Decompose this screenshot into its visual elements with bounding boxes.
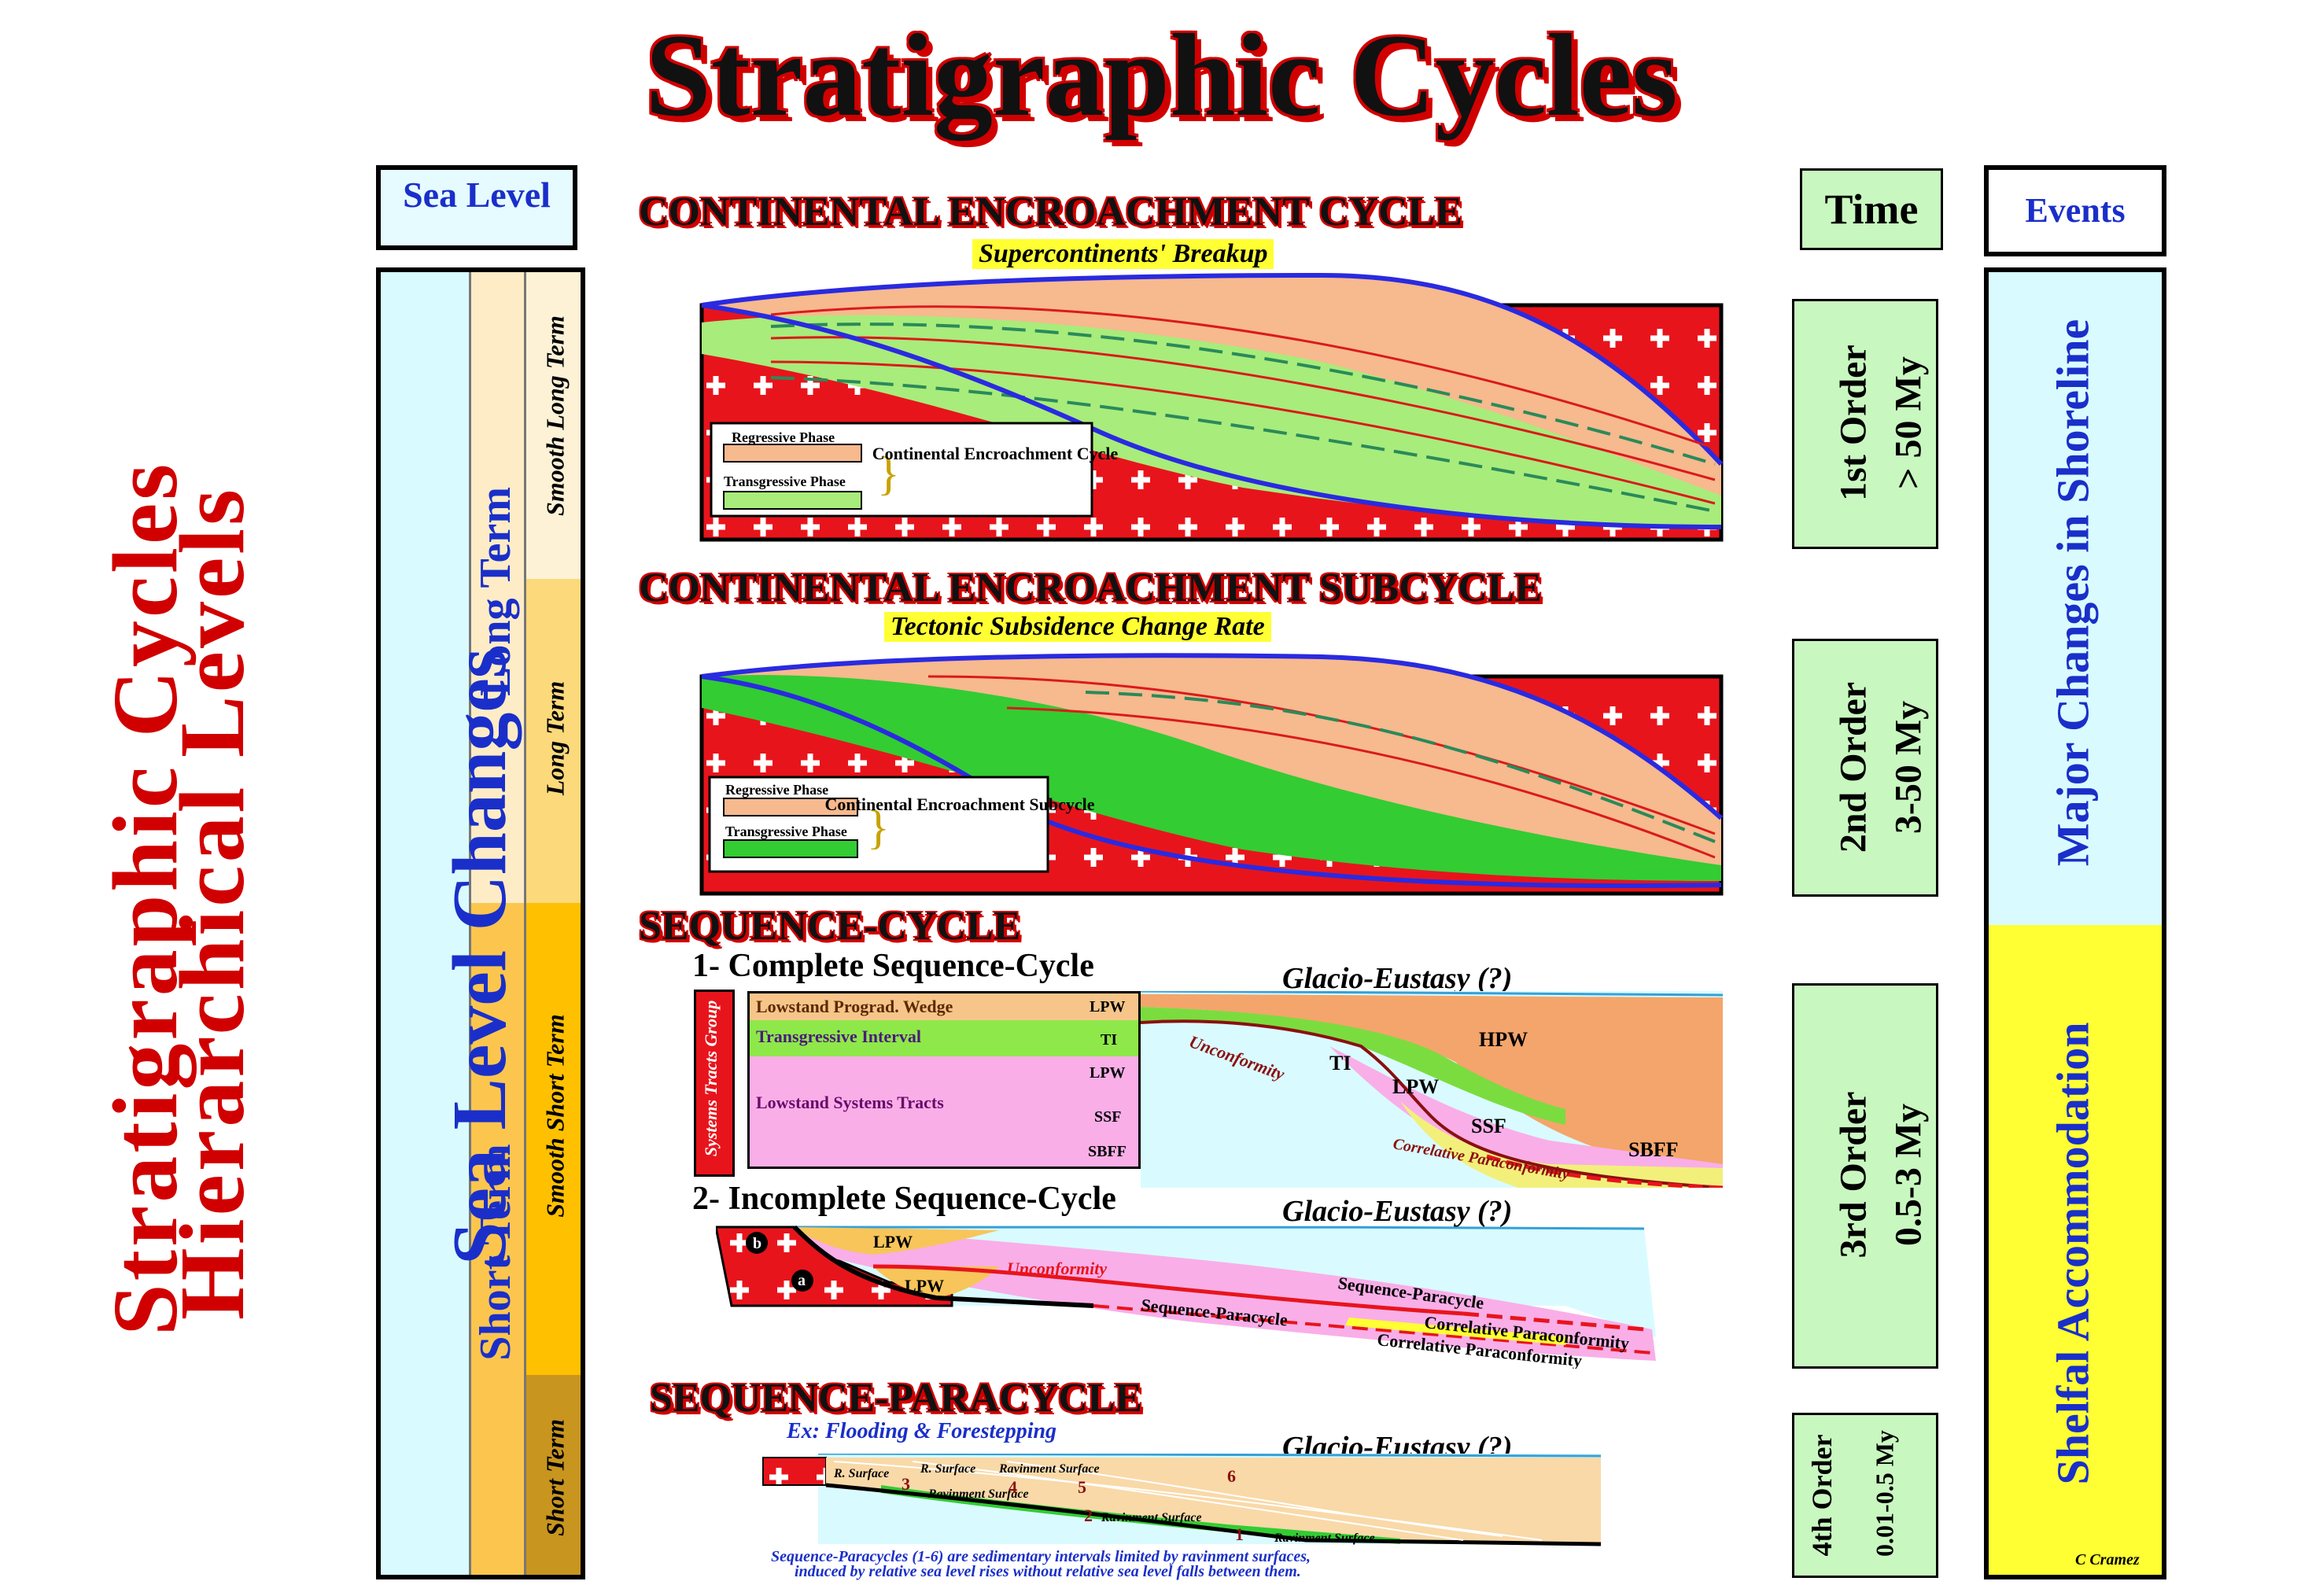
pc-r-surface2: R. Surface	[920, 1462, 975, 1476]
d2-lpw2: LPW	[905, 1276, 944, 1296]
d1-ti: TI	[1329, 1052, 1351, 1074]
row-lpw-label: Lowstand Prograd. Wedge	[756, 997, 953, 1016]
section4-footnote1: Sequence-Paracycles (1-6) are sedimentar…	[771, 1548, 1311, 1565]
pc-ravinment2: Ravinment Surface	[927, 1487, 1029, 1501]
d2-b: b	[753, 1235, 761, 1252]
svg-text:}: }	[867, 802, 890, 853]
section3-sub1: 1- Complete Sequence-Cycle	[692, 948, 1094, 984]
sea-level-header: Sea Level	[376, 165, 577, 250]
d2-a: a	[798, 1272, 806, 1289]
pc-n5: 5	[1078, 1477, 1086, 1497]
long-term-small-label: Long Term	[540, 680, 570, 796]
sequence-paracycle-diagram: R. Surface R. Surface Ravinment Surface …	[762, 1454, 1602, 1546]
pc-n2: 2	[1084, 1506, 1093, 1525]
pc-n1: 1	[1235, 1524, 1244, 1544]
s2-legend-regressive: Regressive Phase	[725, 782, 828, 798]
short-term-small-label: Short Term	[540, 1418, 570, 1537]
events-header-text: Events	[2025, 191, 2126, 230]
section2-title: CONTINENTAL ENCROACHMENT SUBCYCLE	[639, 566, 1543, 610]
section3-glacio1: Glacio-Eustasy (?)	[1282, 962, 1513, 995]
pc-ravinment1: Ravinment Surface	[998, 1462, 1100, 1476]
credit: C Cramez	[2075, 1551, 2140, 1568]
incomplete-sequence-cycle-diagram: b a LPW LPW Unconformity Sequence-Paracy…	[716, 1225, 1656, 1369]
second-order-range: 3-50 My	[1887, 700, 1930, 835]
pc-ravinment4: Ravinment Surface	[1274, 1531, 1375, 1545]
d2-unconformity: Unconformity	[1007, 1259, 1107, 1278]
pc-ravinment3: Ravinment Surface	[1101, 1511, 1202, 1524]
time-header: Time	[1800, 168, 1943, 250]
third-order-range: 0.5-3 My	[1887, 1103, 1930, 1247]
svg-text:}: }	[877, 448, 900, 499]
d1-sbff: SBFF	[1628, 1138, 1679, 1161]
section4-title: SEQUENCE-PARACYCLE	[650, 1376, 1142, 1421]
complete-sequence-cycle-diagram: Unconformity TI HPW LPW SSF SBFF Correla…	[1141, 991, 1724, 1188]
encroachment-subcycle-diagram: Regressive Phase Transgressive Phase } C…	[699, 653, 1724, 896]
page-title: Stratigraphic Cycles	[645, 10, 1678, 141]
row-lst-code1: LPW	[1090, 1064, 1126, 1082]
section1-subtitle: Supercontinents' Breakup	[972, 239, 1274, 269]
row-ti-code: TI	[1101, 1031, 1118, 1049]
short-term-label: Short Term	[471, 1144, 520, 1361]
section4-footnote2: induced by relative sea level rises with…	[795, 1563, 1301, 1580]
s1-legend-name: Continental Encroachment Cycle	[872, 444, 1119, 463]
d1-hpw: HPW	[1479, 1028, 1528, 1051]
second-order-box	[1792, 639, 1938, 897]
pc-n3: 3	[902, 1474, 910, 1494]
first-order-range: > 50 My	[1887, 356, 1930, 489]
side-title-line2: Hierarchical Levels	[160, 485, 264, 1321]
sea-level-header-text: Sea Level	[403, 175, 551, 215]
s2-legend-transgressive: Transgressive Phase	[725, 824, 847, 839]
d1-ssf: SSF	[1471, 1115, 1506, 1137]
section2-subtitle: Tectonic Subsidence Change Rate	[884, 612, 1271, 642]
smooth-long-term-label: Smooth Long Term	[540, 315, 570, 516]
smooth-short-term-label: Smooth Short Term	[540, 1014, 570, 1218]
systems-tracts-group-bar	[694, 990, 735, 1177]
section3-glacio2: Glacio-Eustasy (?)	[1282, 1195, 1513, 1228]
section4-subtitle: Ex: Flooding & Forestepping	[787, 1419, 1057, 1443]
fourth-order-box	[1792, 1413, 1938, 1578]
s1-legend-transgressive: Transgressive Phase	[724, 474, 846, 489]
first-order-box	[1792, 299, 1938, 549]
events-lower-label: Shelfal Accommodation	[2047, 1022, 2099, 1485]
row-lpw-code: LPW	[1090, 998, 1126, 1015]
d2-lpw1: LPW	[873, 1232, 913, 1251]
sea-level-column	[376, 267, 585, 1579]
s1-legend-regressive: Regressive Phase	[732, 429, 835, 445]
fourth-order-label: 4th Order	[1806, 1434, 1838, 1557]
encroachment-cycle-diagram: Regressive Phase Transgressive Phase } C…	[699, 272, 1724, 542]
d1-lpw: LPW	[1392, 1075, 1439, 1098]
section3-sub2: 2- Incomplete Sequence-Cycle	[692, 1181, 1116, 1217]
row-lst-label: Lowstand Systems Tracts	[756, 1093, 944, 1112]
row-lst-code2: SSF	[1094, 1108, 1122, 1126]
pc-n6: 6	[1227, 1466, 1236, 1486]
events-upper-label: Major Changes in Shoreline	[2047, 319, 2099, 867]
pc-r-surface: R. Surface	[833, 1467, 889, 1480]
systems-tracts-table: Lowstand Prograd. Wedge LPW Transgressiv…	[747, 991, 1141, 1169]
events-header: Events	[1984, 165, 2166, 256]
systems-tracts-group-label: Systems Tracts Group	[701, 1000, 721, 1157]
third-order-box	[1792, 983, 1938, 1369]
row-ti-label: Transgressive Interval	[756, 1027, 921, 1046]
s2-legend-name: Continental Encroachment Subcycle	[824, 794, 1094, 814]
second-order-label: 2nd Order	[1832, 681, 1875, 853]
time-header-text: Time	[1824, 186, 1919, 233]
section1-title: CONTINENTAL ENCROACHMENT CYCLE	[639, 190, 1462, 234]
first-order-label: 1st Order	[1832, 345, 1875, 501]
events-column	[1984, 267, 2166, 1579]
section3-title: SEQUENCE-CYCLE	[639, 904, 1021, 949]
pc-n4: 4	[1008, 1477, 1017, 1497]
fourth-order-range: 0.01-0.5 My	[1870, 1430, 1899, 1557]
row-lst-code3: SBFF	[1088, 1143, 1126, 1160]
long-term-label: Long Term	[471, 486, 520, 697]
third-order-label: 3rd Order	[1832, 1091, 1875, 1259]
